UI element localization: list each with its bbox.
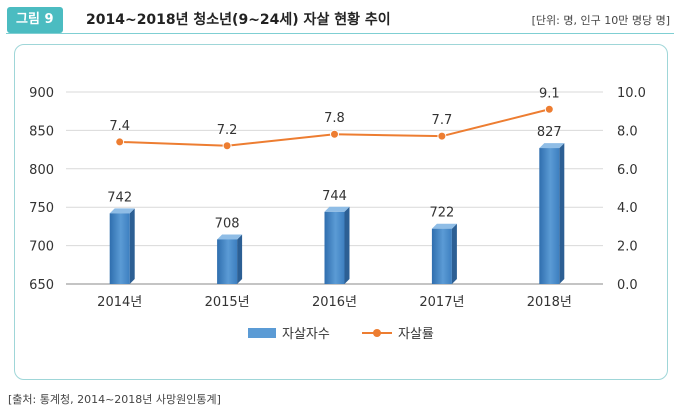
unit-note: [단위: 명, 인구 10만 명당 명] xyxy=(531,14,670,27)
bar xyxy=(217,239,238,284)
rate-point xyxy=(544,104,554,114)
rate-point xyxy=(115,137,125,147)
y-right-tick-label: 6.0 xyxy=(617,163,638,178)
legend-bar-label: 자살자수 xyxy=(282,327,330,342)
legend-bar-swatch xyxy=(248,328,276,338)
y-right-tick-label: 0.0 xyxy=(617,278,638,293)
y-left-tick-label: 900 xyxy=(29,86,54,101)
rate-value-label: 7.7 xyxy=(432,113,453,128)
bar xyxy=(324,211,345,284)
x-tick-label: 2017년 xyxy=(419,295,464,310)
bar-value-label: 742 xyxy=(107,190,132,205)
source-note: [출처: 통계청, 2014~2018년 사망원인통계] xyxy=(8,393,221,406)
bar-value-label: 708 xyxy=(215,216,240,231)
rate-point xyxy=(437,131,447,141)
y-right-tick-label: 4.0 xyxy=(617,201,638,216)
rate-value-label: 7.4 xyxy=(109,119,130,134)
figure-title: 2014~2018년 청소년(9~24세) 자살 현황 추이 xyxy=(86,12,391,28)
x-tick-label: 2015년 xyxy=(205,295,250,310)
y-left-tick-label: 800 xyxy=(29,163,54,178)
x-tick-label: 2016년 xyxy=(312,295,357,310)
bar-value-label: 744 xyxy=(322,189,347,204)
bar-side xyxy=(237,234,243,284)
bar xyxy=(109,213,130,284)
bar-top xyxy=(539,143,565,149)
rate-value-label: 7.2 xyxy=(217,123,238,138)
bar-layer xyxy=(109,143,565,284)
y-right-tick-label: 10.0 xyxy=(617,86,646,101)
bar-side xyxy=(129,208,135,284)
figure-label-badge: 그림 9 xyxy=(7,7,63,33)
rate-point xyxy=(222,141,232,151)
y-left-tick-label: 650 xyxy=(29,278,54,293)
bar-value-label: 722 xyxy=(429,206,454,221)
x-tick-label: 2018년 xyxy=(527,295,572,310)
y-right-tick-label: 8.0 xyxy=(617,124,638,139)
bar-side xyxy=(344,206,350,284)
bar-side xyxy=(559,143,565,284)
rate-point xyxy=(330,129,339,139)
bar xyxy=(539,148,560,284)
y-left-tick-label: 750 xyxy=(29,201,54,216)
bar-top xyxy=(109,208,135,214)
legend-layer: 자살자수 자살률 xyxy=(248,327,434,342)
label-layer: 742 708 744 722 827 7.4 7.2 7.8 7.7 9.1 xyxy=(107,86,561,231)
legend-line-marker xyxy=(373,329,381,337)
line-layer xyxy=(115,104,554,151)
x-tick-label: 2014년 xyxy=(97,295,142,310)
rate-value-label: 7.8 xyxy=(324,111,345,126)
y-right-tick-label: 2.0 xyxy=(617,240,638,255)
title-divider xyxy=(6,33,674,34)
bar-value-label: 827 xyxy=(537,125,562,140)
y-left-tick-label: 850 xyxy=(29,124,54,139)
y-left-tick-label: 700 xyxy=(29,240,54,255)
legend-line-label: 자살률 xyxy=(398,327,434,342)
axis-layer: 650 700 750 800 850 900 0.0 2.0 4.0 6.0 8.0 10.0 201… xyxy=(29,86,646,310)
bar-top xyxy=(431,223,457,229)
bar-top xyxy=(217,234,243,240)
bar-top xyxy=(324,206,350,212)
rate-value-label: 9.1 xyxy=(539,86,560,101)
bar xyxy=(431,228,452,284)
bar-side xyxy=(451,223,457,284)
